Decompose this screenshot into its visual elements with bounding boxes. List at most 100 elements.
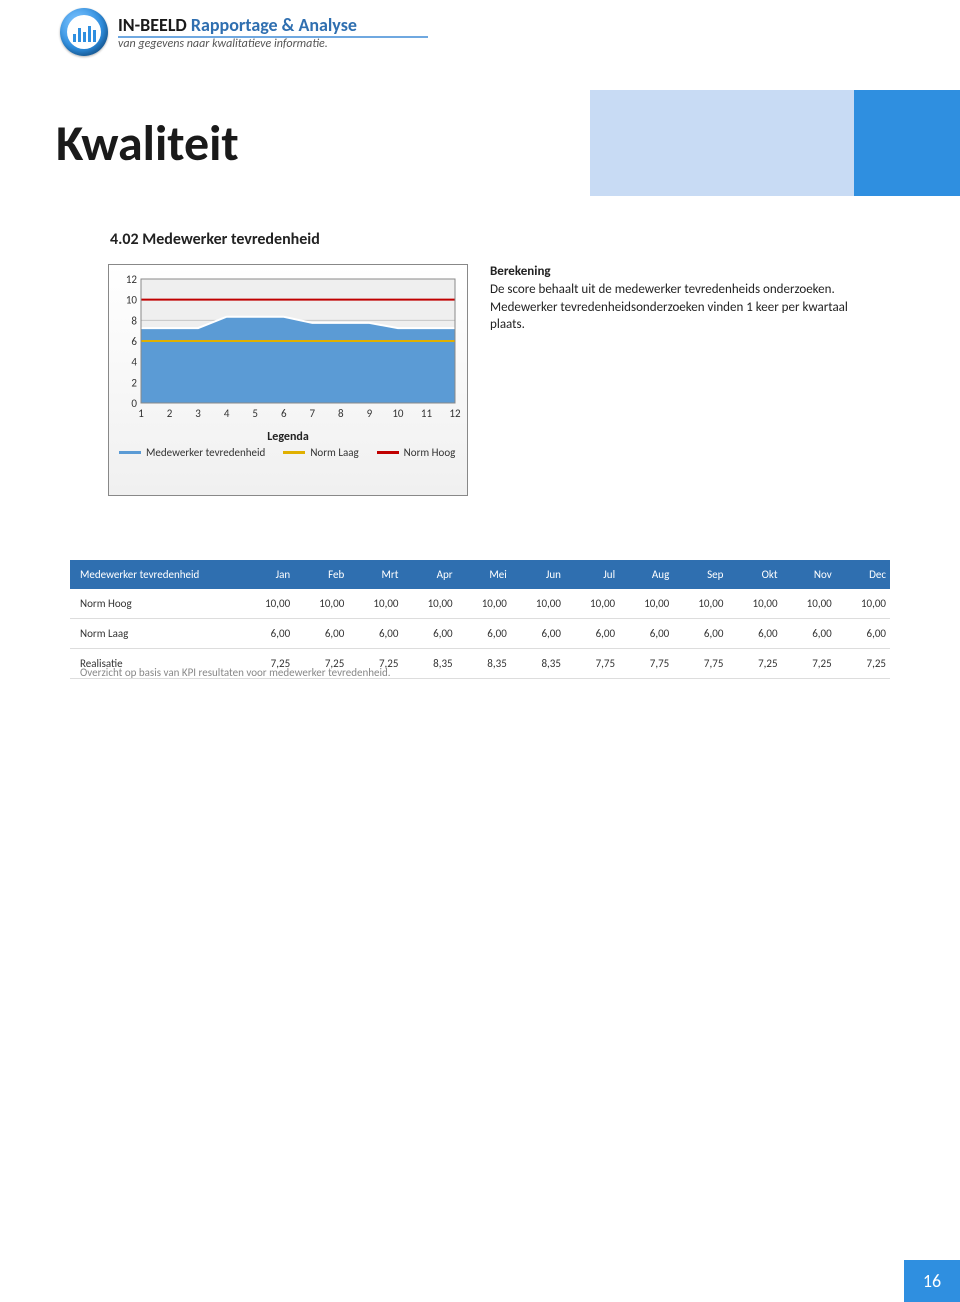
brand-subtitle: Rapportage & Analyse [187,14,357,36]
logo-icon [60,8,108,56]
table-cell: 10,00 [727,589,781,619]
svg-text:9: 9 [367,407,373,420]
table-cell: 10,00 [240,589,294,619]
table-cell: 6,00 [348,619,402,649]
table-cell: 8,35 [457,649,511,679]
table-cell: 10,00 [402,589,456,619]
title-light-block [590,90,854,196]
title-band: Kwaliteit [0,90,960,196]
svg-text:12: 12 [126,273,138,286]
table-cell: 6,00 [457,619,511,649]
table-header: Nov [782,560,836,589]
svg-text:8: 8 [338,407,344,420]
table-header: Aug [619,560,673,589]
legend-swatch [119,451,141,454]
table-cell: 6,00 [294,619,348,649]
table-cell: 8,35 [402,649,456,679]
description-block: Berekening De score behaalt uit de medew… [490,264,860,334]
svg-text:11: 11 [421,407,433,420]
table-cell: 6,00 [511,619,565,649]
table-header: Jan [240,560,294,589]
brand-tagline: van gegevens naar kwalitatieve informati… [118,37,357,51]
table-cell: 10,00 [457,589,511,619]
table-cell: 10,00 [619,589,673,619]
table-cell: 10,00 [294,589,348,619]
table-header: Dec [836,560,890,589]
table-header: Medewerker tevredenheid [70,560,240,589]
table-cell: 7,75 [565,649,619,679]
legend-item: Norm Laag [283,446,358,459]
title-dark-block [854,90,960,196]
table-cell: 6,00 [402,619,456,649]
svg-text:1: 1 [138,407,144,420]
table-row: Norm Hoog10,0010,0010,0010,0010,0010,001… [70,589,890,619]
svg-text:5: 5 [252,407,258,420]
svg-text:2: 2 [131,376,137,389]
table-cell: 10,00 [673,589,727,619]
data-table: Medewerker tevredenheidJanFebMrtAprMeiJu… [70,560,890,679]
table-cell: 6,00 [782,619,836,649]
table-cell: 10,00 [782,589,836,619]
table-cell: 10,00 [836,589,890,619]
svg-text:10: 10 [126,294,138,307]
svg-text:2: 2 [167,407,173,420]
svg-text:8: 8 [131,314,137,327]
table-header: Mei [457,560,511,589]
table-cell: 6,00 [673,619,727,649]
chart-container: 024681012123456789101112 Legenda Medewer… [108,264,468,496]
legend-item: Norm Hoog [377,446,456,459]
description-heading: Berekening [490,264,860,279]
table-cell: 6,00 [836,619,890,649]
table-cell: 7,25 [782,649,836,679]
svg-text:0: 0 [131,397,137,410]
svg-text:10: 10 [392,407,404,420]
table-cell: 10,00 [511,589,565,619]
svg-text:7: 7 [309,407,315,420]
table-cell: 10,00 [565,589,619,619]
table-cell: Norm Hoog [70,589,240,619]
table-header: Okt [727,560,781,589]
title-block: Kwaliteit [0,90,590,196]
table-note: Overzicht op basis van KPI resultaten vo… [80,666,391,679]
table-cell: 6,00 [240,619,294,649]
svg-text:4: 4 [131,356,137,369]
svg-text:6: 6 [131,335,137,348]
brand-name: IN-BEELD [118,14,187,36]
page-number: 16 [904,1260,960,1302]
table-cell: Norm Laag [70,619,240,649]
table-header: Apr [402,560,456,589]
table-header: Mrt [348,560,402,589]
legend-label: Medewerker tevredenheid [146,446,265,459]
table-cell: 6,00 [619,619,673,649]
table-cell: 7,75 [619,649,673,679]
table-cell: 7,25 [836,649,890,679]
table-cell: 10,00 [348,589,402,619]
brand-header: IN-BEELD Rapportage & Analyse van gegeve… [60,8,357,56]
chart-svg: 024681012123456789101112 [115,273,461,421]
table-header: Sep [673,560,727,589]
table-cell: 7,25 [727,649,781,679]
svg-text:3: 3 [195,407,201,420]
page-title: Kwaliteit [56,113,239,174]
legend-swatch [283,451,305,454]
svg-text:4: 4 [224,407,230,420]
legend-swatch [377,451,399,454]
table-cell: 7,75 [673,649,727,679]
table-row: Norm Laag6,006,006,006,006,006,006,006,0… [70,619,890,649]
legend-label: Norm Laag [310,446,358,459]
legend-title: Legenda [115,430,461,444]
brand-text: IN-BEELD Rapportage & Analyse van gegeve… [118,14,357,51]
svg-text:12: 12 [449,407,461,420]
table-cell: 8,35 [511,649,565,679]
table-header: Jun [511,560,565,589]
svg-text:6: 6 [281,407,287,420]
section-title: 4.02 Medewerker tevredenheid [110,230,320,249]
table-cell: 6,00 [565,619,619,649]
chart-legend: Medewerker tevredenheid Norm Laag Norm Hoo… [115,444,461,461]
table-header: Jul [565,560,619,589]
table-header: Feb [294,560,348,589]
legend-label: Norm Hoog [404,446,456,459]
description-body: De score behaalt uit de medewerker tevre… [490,281,860,334]
legend-item: Medewerker tevredenheid [119,446,265,459]
table-cell: 6,00 [727,619,781,649]
